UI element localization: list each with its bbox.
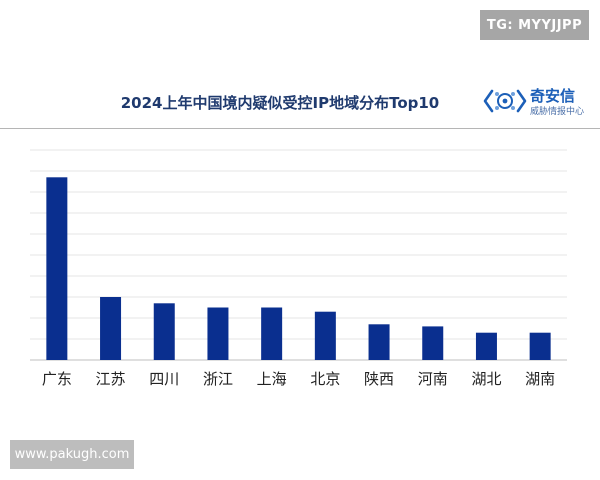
bar-7 <box>368 324 390 360</box>
brand-logo: 奇安信 威胁情报中心 <box>483 84 593 118</box>
chart-title: 2024上年中国境内疑似受控IP地域分布Top10 <box>120 93 440 112</box>
x-tick-label: 湖南 <box>525 370 555 388</box>
x-tick-label: 陕西 <box>364 370 394 388</box>
bar-8 <box>422 326 444 360</box>
x-tick-label: 广东 <box>42 370 72 388</box>
x-tick-label: 上海 <box>257 370 287 388</box>
bar-1 <box>46 177 68 360</box>
watermark-top: TG: MYYJJPP <box>480 10 589 40</box>
x-tick-label: 北京 <box>310 370 340 388</box>
logo-subtitle: 威胁情报中心 <box>530 107 585 117</box>
bar-10 <box>529 332 551 360</box>
bar-9 <box>475 332 497 360</box>
bar-3 <box>153 303 175 360</box>
x-tick-label: 浙江 <box>203 370 233 388</box>
bar-6 <box>314 311 336 360</box>
x-tick-label: 湖北 <box>471 370 501 388</box>
bar-4 <box>207 307 229 360</box>
header-divider <box>0 128 600 129</box>
watermark-bottom: www.pakugh.com <box>10 440 134 469</box>
bar-5 <box>261 307 283 360</box>
logo-name: 奇安信 <box>530 87 576 105</box>
logo-mark-icon <box>483 89 527 113</box>
x-tick-label: 四川 <box>149 370 179 388</box>
bar-2 <box>100 297 122 360</box>
x-tick-label: 河南 <box>418 370 448 388</box>
x-tick-label: 江苏 <box>96 370 126 388</box>
